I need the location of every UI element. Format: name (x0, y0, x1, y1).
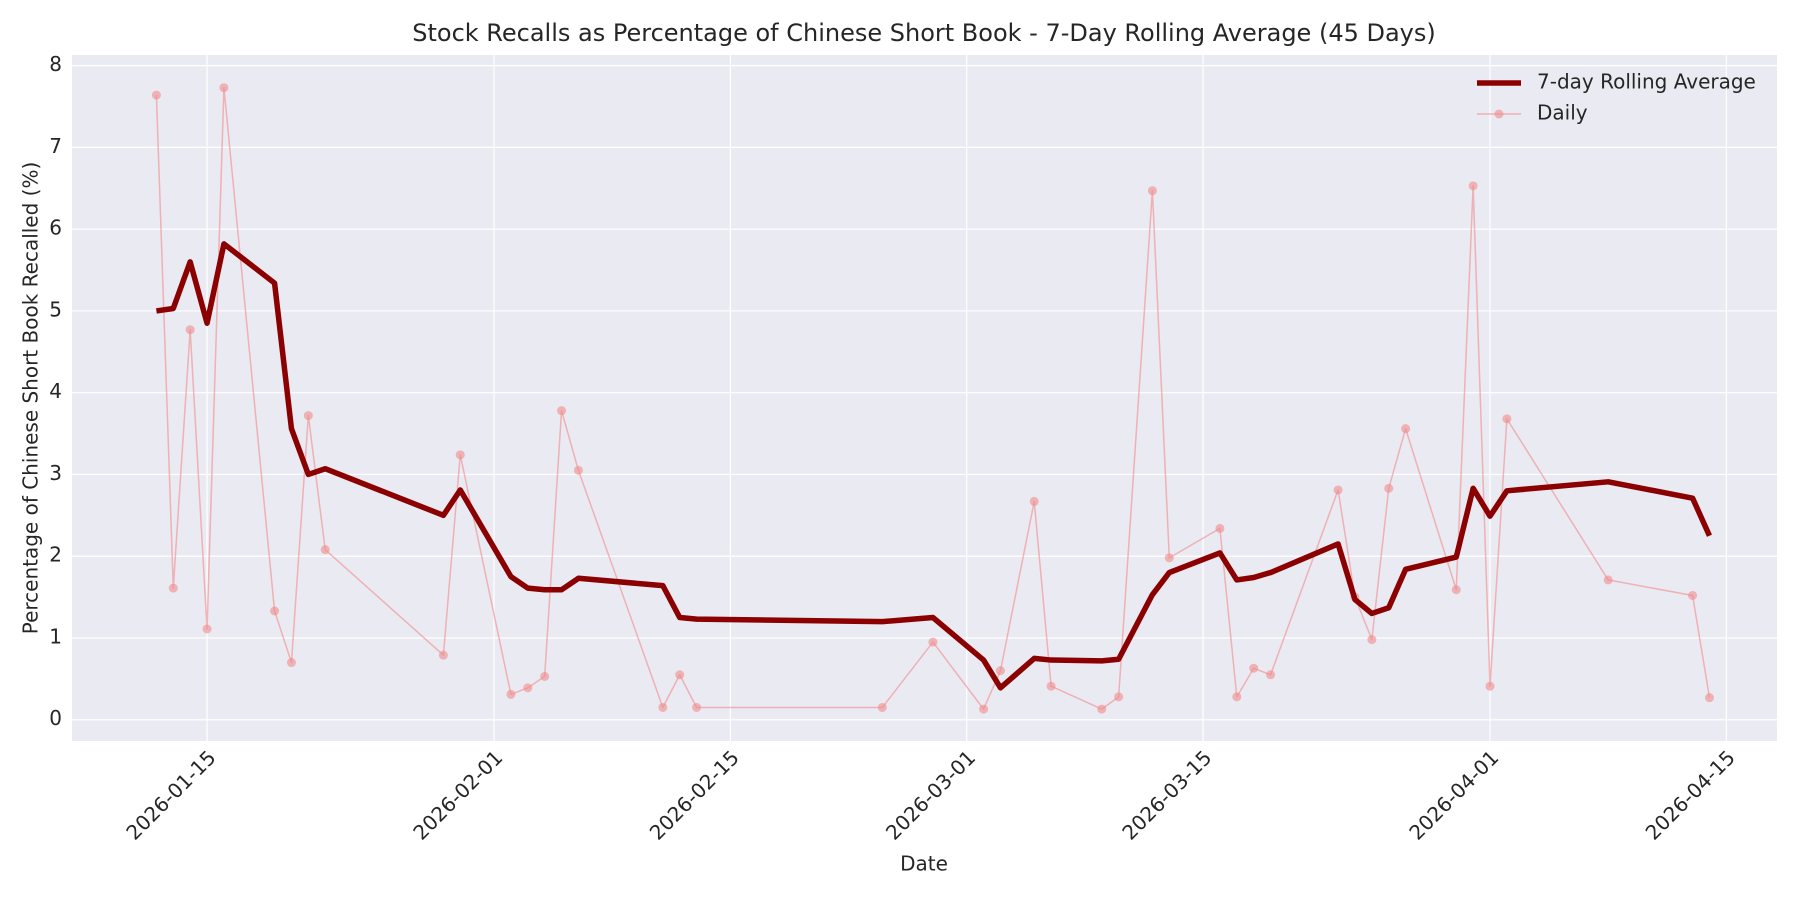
daily-point (1164, 553, 1174, 563)
daily-point (303, 411, 313, 421)
y-tick-label: 3 (49, 461, 62, 485)
daily-point (979, 704, 989, 714)
legend-label: Daily (1537, 101, 1588, 125)
daily-point (1485, 681, 1495, 691)
y-tick-label: 5 (49, 297, 62, 321)
y-tick-label: 6 (49, 216, 62, 240)
daily-point (658, 702, 668, 712)
daily-point (270, 606, 280, 616)
daily-point (1384, 483, 1394, 493)
daily-point (286, 658, 296, 668)
x-tick-label: 2026-02-15 (645, 745, 744, 844)
daily-point (1688, 590, 1698, 600)
daily-point (1114, 692, 1124, 702)
daily-point (1468, 181, 1478, 191)
legend-marker (1494, 109, 1504, 119)
daily-point (455, 450, 465, 460)
daily-point (1603, 575, 1613, 585)
daily-point (1215, 523, 1225, 533)
daily-point (1704, 693, 1714, 703)
daily-point (219, 83, 229, 93)
y-tick-label: 2 (49, 543, 62, 567)
x-tick-label: 2026-03-15 (1117, 745, 1216, 844)
y-tick-label: 0 (49, 706, 62, 730)
legend-label: 7-day Rolling Average (1537, 70, 1756, 94)
daily-point (1502, 414, 1512, 424)
x-tick-label: 2026-04-15 (1641, 745, 1740, 844)
daily-point (151, 90, 161, 100)
daily-point (202, 624, 212, 634)
daily-point (1097, 704, 1107, 714)
daily-point (1046, 681, 1056, 691)
y-tick-label: 8 (49, 52, 62, 76)
daily-point (573, 465, 583, 475)
daily-point (1232, 692, 1242, 702)
y-axis-label: Percentage of Chinese Short Book Recalle… (19, 162, 43, 635)
daily-point (877, 702, 887, 712)
daily-point (438, 650, 448, 660)
y-tick-label: 7 (49, 134, 62, 158)
daily-point (1029, 496, 1039, 506)
rolling-line (156, 241, 1712, 691)
chart-title: Stock Recalls as Percentage of Chinese S… (412, 19, 1436, 47)
x-tick-label: 2026-02-01 (408, 745, 507, 844)
x-tick-label: 2026-01-15 (121, 745, 220, 844)
daily-point (185, 325, 195, 335)
daily-point (995, 666, 1005, 676)
daily-point (506, 689, 516, 699)
daily-point (557, 406, 567, 416)
daily-point (168, 583, 178, 593)
daily-point (1451, 585, 1461, 595)
daily-point (540, 671, 550, 681)
daily-point (1367, 635, 1377, 645)
daily-point (320, 545, 330, 555)
y-tick-label: 1 (49, 624, 62, 648)
daily-point (1333, 485, 1343, 495)
daily-point (523, 683, 533, 693)
y-tick-label: 4 (49, 379, 62, 403)
plot-area (72, 55, 1777, 741)
x-axis-label: Date (900, 852, 948, 876)
daily-point (1249, 663, 1259, 673)
x-tick-label: 2026-03-01 (881, 745, 980, 844)
daily-point (928, 637, 938, 647)
daily-point (1401, 424, 1411, 434)
x-tick-label: 2026-04-01 (1404, 745, 1503, 844)
daily-point (1266, 670, 1276, 680)
daily-point (675, 670, 685, 680)
daily-point (692, 702, 702, 712)
daily-point (1147, 186, 1157, 196)
